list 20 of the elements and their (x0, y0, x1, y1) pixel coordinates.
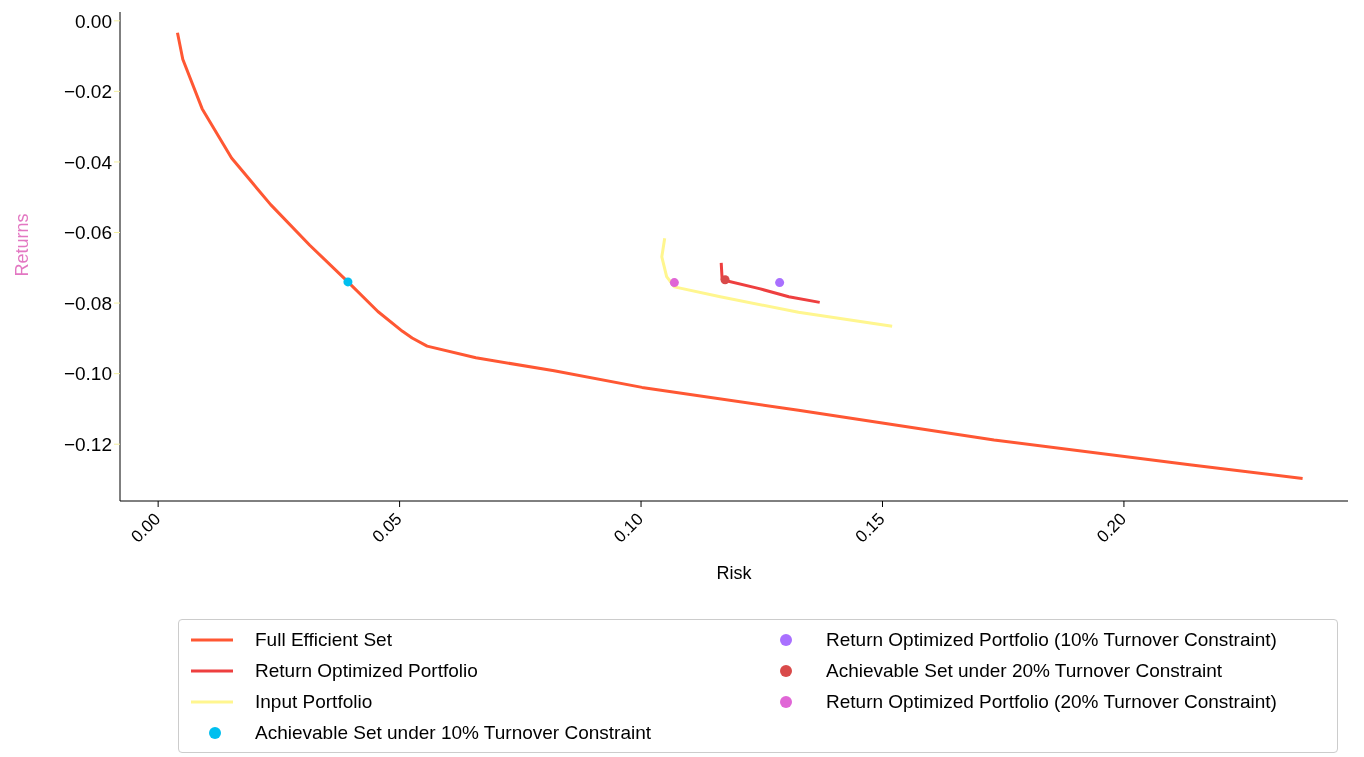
y-tick-label: −0.06 (63, 222, 112, 244)
legend-label: Achievable Set under 10% Turnover Constraint (255, 721, 652, 744)
line-series (719, 261, 822, 304)
legend-label: Return Optimized Portfolio (10% Turnover Constraint) (826, 628, 1277, 651)
line-series (175, 31, 1305, 480)
legend-label: Return Optimized Portfolio (255, 659, 478, 682)
legend-label: Full Efficient Set (255, 628, 392, 651)
y-tick-label: 0.00 (75, 10, 112, 32)
y-tick-label: −0.04 (63, 151, 113, 173)
y-tick-label: −0.10 (63, 363, 112, 385)
legend-label: Return Optimized Portfolio (20% Turnover Constraint) (826, 690, 1277, 713)
line-series (660, 236, 894, 328)
y-axis-title: Returns (12, 213, 33, 277)
y-tick-label: −0.02 (63, 81, 112, 103)
x-axis-title: Risk (716, 563, 753, 583)
legend-label: Input Portfolio (255, 690, 373, 713)
x-tick-label: 0.00 (127, 509, 165, 547)
y-tick-label: −0.08 (63, 292, 112, 314)
y-tick-label: −0.12 (63, 433, 112, 455)
legend-label: Achievable Set under 20% Turnover Constraint (826, 659, 1223, 682)
